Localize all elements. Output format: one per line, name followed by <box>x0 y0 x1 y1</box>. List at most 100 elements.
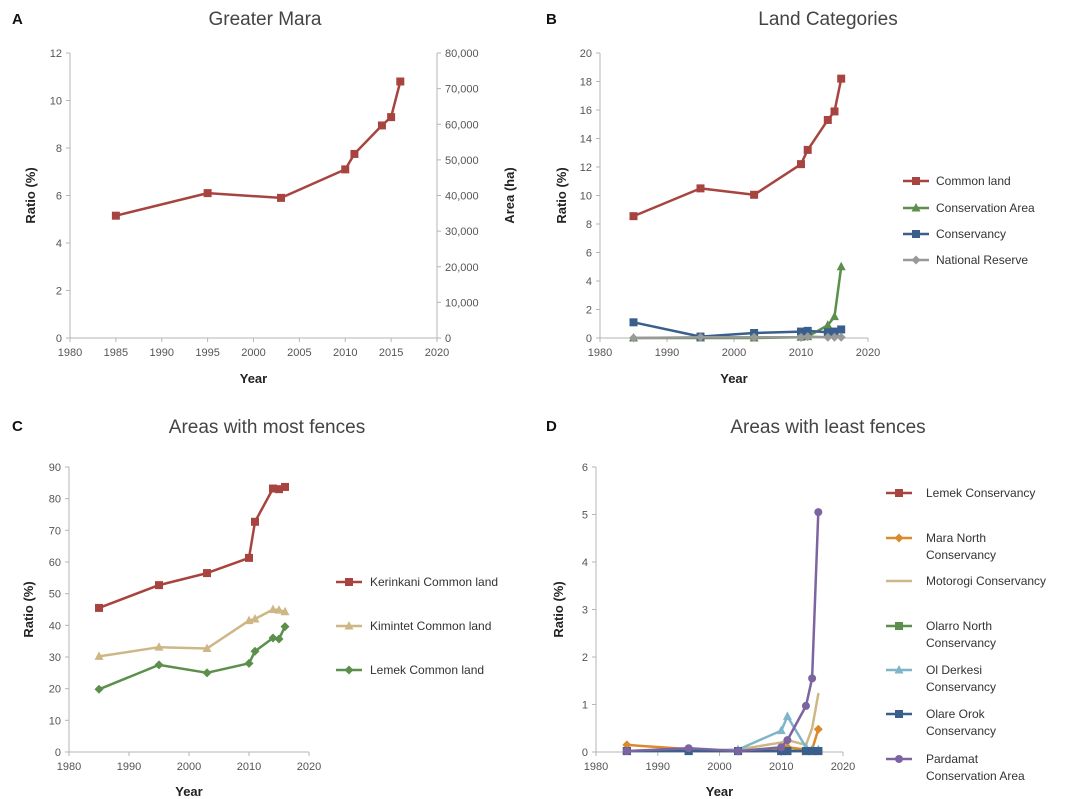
panel-b-y-tick-label: 14 <box>580 134 592 146</box>
panel-b-series-3-point <box>830 332 839 342</box>
panel-b-series-2-point <box>837 325 846 334</box>
panel-a-x-tick-label: 2005 <box>287 347 311 359</box>
panel-a-y-tick-label: 12 <box>50 48 62 60</box>
panel-a-y2-tick-label: 40,000 <box>445 191 479 203</box>
panel-d-x-tick-label: 2020 <box>831 761 855 773</box>
panel-a-y2-tick-label: 20,000 <box>445 262 479 274</box>
panel-d-series-5-point <box>808 747 817 756</box>
panel-a-series-0-point <box>341 165 350 174</box>
panel-b-title: Land Categories <box>758 9 897 30</box>
panel-b-series-0-point <box>750 190 759 199</box>
panel-c-series-2-point <box>280 622 290 632</box>
panel-c-y-tick-label: 20 <box>49 684 61 696</box>
panel-d-y-axis-title: Ratio (%) <box>551 581 566 637</box>
panel-a-series-0-point <box>350 149 359 158</box>
panel-a-series-0-point <box>377 121 386 130</box>
panel-c-x-axis-title: Year <box>175 784 202 799</box>
panel-c-series-2-point <box>154 660 164 670</box>
panel-d-legend-4-label: Conservancy <box>926 680 996 694</box>
panel-c-y-tick-label: 40 <box>49 620 61 632</box>
panel-b-letter: B <box>546 11 557 28</box>
panel-b-legend-3-label: National Reserve <box>936 253 1028 267</box>
panel-d-series-1-point <box>813 724 823 734</box>
panel-c-legend-1-swatch-marker <box>344 621 354 630</box>
panel-d-series-6-point <box>783 736 792 745</box>
panel-c-series-2-point <box>202 668 212 678</box>
panel-c-title: Areas with most fences <box>169 417 365 438</box>
panel-d-legend-3-label: Conservancy <box>926 636 996 650</box>
panel-a-y-axis-title: Ratio (%) <box>23 167 38 223</box>
panel-b-y-tick-label: 0 <box>586 333 592 345</box>
panel-d-x-tick-label: 1990 <box>646 761 670 773</box>
panel-d-legend-0-swatch-marker <box>895 489 903 497</box>
panel-d-y-tick-label: 6 <box>582 462 588 474</box>
panel-a-x-tick-label: 1985 <box>104 347 128 359</box>
panel-d-series-6-point <box>814 508 823 517</box>
panel-a-series-0-line <box>114 80 402 217</box>
panel-c-legend-1-label: Kimintet Common land <box>370 619 491 633</box>
panel-c-series-0-point <box>95 603 103 612</box>
panel-c-series-0-point <box>155 581 163 590</box>
panel-a-series-0-point <box>111 211 120 220</box>
panel-d-series-4-point <box>782 711 792 720</box>
panel-b-series-0-point <box>797 160 805 169</box>
panel-d-series-6-point <box>808 674 817 683</box>
panel-d-y-tick-label: 0 <box>582 747 588 759</box>
panel-a-series-0-point <box>396 77 405 86</box>
panel-c-series-2-point <box>274 634 284 644</box>
panel-c-series-0-point <box>269 484 277 493</box>
panel-c-series-1-point <box>268 604 278 613</box>
panel-a-y2-tick-label: 0 <box>445 333 451 345</box>
panel-d-series-6-point <box>622 747 631 756</box>
panel-d-series-6-point <box>734 747 743 756</box>
panel-d-x-axis-title: Year <box>706 784 733 799</box>
panel-b-legend-2-label: Conservancy <box>936 227 1006 241</box>
panel-b-y-tick-label: 2 <box>586 305 592 317</box>
panel-a-y-tick-label: 8 <box>56 143 62 155</box>
panel-b-series-3-point <box>803 332 813 342</box>
panel-c-y-tick-label: 30 <box>49 652 61 664</box>
panel-c-series-1-point <box>250 614 260 623</box>
panel-c-y-tick-label: 50 <box>49 589 61 601</box>
panel-c-y-axis-title: Ratio (%) <box>21 581 36 637</box>
panel-a-y2-tick-label: 80,000 <box>445 48 479 60</box>
panel-b-series-2-point <box>803 326 812 335</box>
panel-a-y2-tick-label: 70,000 <box>445 84 479 96</box>
panel-c-letter: C <box>12 418 23 435</box>
panel-c-series-2-point <box>250 646 260 656</box>
panel-c-series-2-point <box>244 658 254 668</box>
panel-d-x-tick-label: 2010 <box>769 761 793 773</box>
panel-a-y-tick-label: 6 <box>56 191 62 203</box>
panel-b-series-1-point <box>830 311 839 321</box>
panel-c-series-0-point <box>275 485 283 494</box>
panel-c-x-tick-label: 1990 <box>117 761 141 773</box>
panel-b-series-0-point <box>803 145 812 154</box>
panel-b-series-1-point <box>823 320 833 329</box>
panel-d-legend-4-swatch-marker <box>894 665 904 674</box>
panel-d-series-6-line <box>625 510 820 753</box>
panel-d-x-tick-label: 1980 <box>584 761 608 773</box>
panel-a-y-tick-label: 4 <box>56 238 62 250</box>
panel-b-series-0-point <box>830 107 839 116</box>
panel-b-y-tick-label: 18 <box>580 77 592 89</box>
panel-d-series-5-point <box>783 747 792 756</box>
panel-b-series-3-point <box>749 332 759 342</box>
panel-d-y-tick-label: 4 <box>582 557 588 569</box>
panel-b-y-tick-label: 10 <box>580 191 592 203</box>
panel-b-series-0-point <box>837 74 846 83</box>
panel-c-y-tick-label: 80 <box>49 494 61 506</box>
panel-c-y-tick-label: 90 <box>49 462 61 474</box>
panel-b-series-0-point <box>696 184 705 193</box>
panel-c-series-0-point <box>251 517 259 526</box>
panel-b-series-0-point <box>629 212 638 221</box>
panel-b-x-tick-label: 2020 <box>856 347 880 359</box>
panel-b-series-2-point <box>823 328 832 337</box>
panel-d-legend-3-label: Olarro North <box>926 619 992 633</box>
panel-a-x-tick-label: 2015 <box>379 347 403 359</box>
panel-c-x-tick-label: 2020 <box>297 761 321 773</box>
panel-b-series-3-point <box>696 332 705 342</box>
panel-c-legend-2-swatch-marker <box>344 665 354 675</box>
panel-b-legend-0-label: Common land <box>936 174 1011 188</box>
panel-a-x-axis-title: Year <box>240 371 267 386</box>
